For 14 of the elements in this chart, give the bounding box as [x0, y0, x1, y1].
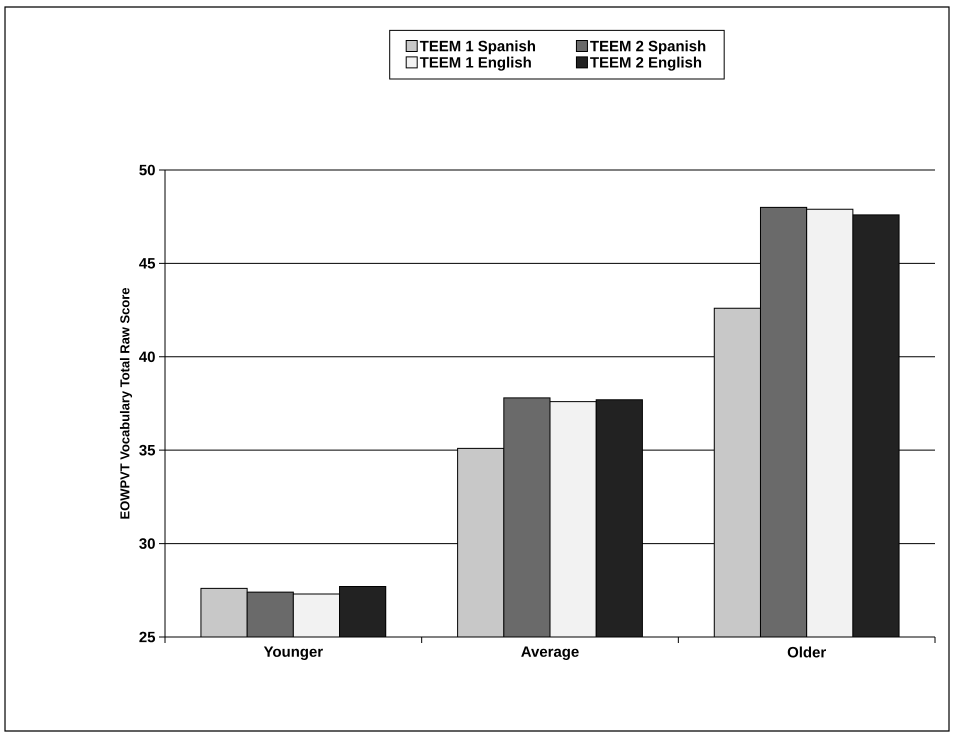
y-tick-label: 35	[139, 444, 156, 456]
legend-label: TEEM 2 English	[590, 56, 702, 71]
y-tick-label: 50	[139, 164, 155, 176]
y-tick-label: 40	[139, 351, 155, 362]
y-tick-label: 25	[139, 632, 156, 642]
legend-label: TEEM 1 Spanish	[420, 40, 536, 54]
x-tick-label: Older	[788, 646, 826, 658]
legend-label: TEEM 2 Spanish	[590, 40, 706, 54]
y-axis-title: EOWPVT Vocabulary Total Raw Score	[120, 288, 132, 519]
y-tick-label: 30	[139, 538, 155, 549]
x-tick-label: Younger	[264, 646, 323, 660]
x-tick-label: Average	[521, 646, 579, 660]
legend-label: TEEM 1 English	[420, 56, 531, 71]
y-tick-label: 45	[139, 258, 156, 269]
